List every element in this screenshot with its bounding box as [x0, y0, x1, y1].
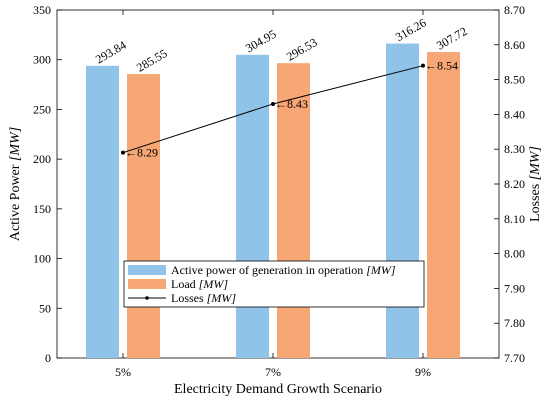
- y-left-tick-label: 250: [33, 102, 51, 116]
- bar-data-label: 316.26: [393, 16, 429, 45]
- legend-box: [123, 260, 425, 308]
- y-left-tick-label: 300: [33, 53, 51, 67]
- y-right-tick-label: 8.50: [504, 73, 525, 87]
- losses-data-label: ←8.43: [275, 97, 308, 111]
- bar-series2-7pct: [277, 63, 310, 358]
- y-right-tick-label: 8.00: [504, 247, 525, 261]
- y-left-tick-label: 200: [33, 152, 51, 166]
- bar-data-label: 285.55: [134, 46, 170, 75]
- y-right-tick-label: 8.70: [504, 3, 525, 17]
- y-left-tick-label: 50: [39, 301, 51, 315]
- bar-data-label: 304.95: [243, 27, 279, 56]
- y-left-tick-label: 150: [33, 202, 51, 216]
- legend-marker: [145, 296, 149, 300]
- y-left-tick-label: 0: [45, 351, 51, 365]
- x-tick-label: 9%: [415, 365, 431, 379]
- bar-series1-9pct: [386, 43, 419, 358]
- bar-series2-5pct: [127, 74, 160, 358]
- bar-series2-9pct: [427, 52, 460, 359]
- y-right-tick-label: 8.60: [504, 38, 525, 52]
- legend-label: Losses [MW]: [171, 291, 236, 305]
- losses-line: [122, 65, 424, 154]
- bar-data-label: 307.72: [434, 24, 470, 53]
- y-left-tick-label: 100: [33, 252, 51, 266]
- y-right-tick-label: 8.30: [504, 142, 525, 156]
- y-right-tick-label: 8.20: [504, 177, 525, 191]
- y-left-axis-label: Active Power [MW]: [8, 127, 23, 241]
- y-right-tick-label: 7.80: [504, 316, 525, 330]
- x-axis-label: Electricity Demand Growth Scenario: [174, 382, 382, 397]
- y-right-tick-label: 7.70: [504, 351, 525, 365]
- legend-swatch: [128, 265, 166, 275]
- y-right-tick-label: 8.40: [504, 107, 525, 121]
- losses-data-label: ←8.54: [425, 59, 458, 73]
- legend-label: Active power of generation in operation …: [171, 263, 396, 277]
- losses-point: [121, 150, 125, 155]
- losses-point: [271, 101, 275, 106]
- bar-series1-7pct: [236, 54, 269, 358]
- losses-data-label: ←8.29: [125, 146, 158, 160]
- y-right-tick-label: 7.90: [504, 281, 525, 295]
- y-right-tick-label: 8.10: [504, 212, 525, 226]
- bar-series1-5pct: [86, 65, 119, 359]
- legend-label: Load [MW]: [171, 277, 228, 291]
- legend-swatch: [128, 279, 166, 289]
- x-tick-label: 7%: [265, 365, 281, 379]
- bar-data-label: 293.84: [93, 38, 129, 67]
- x-tick-label: 5%: [115, 365, 131, 379]
- y-right-axis-label: Losses [MW]: [528, 146, 543, 222]
- y-left-tick-label: 350: [33, 3, 51, 17]
- bar-data-label: 296.53: [284, 35, 320, 64]
- losses-point: [421, 63, 425, 68]
